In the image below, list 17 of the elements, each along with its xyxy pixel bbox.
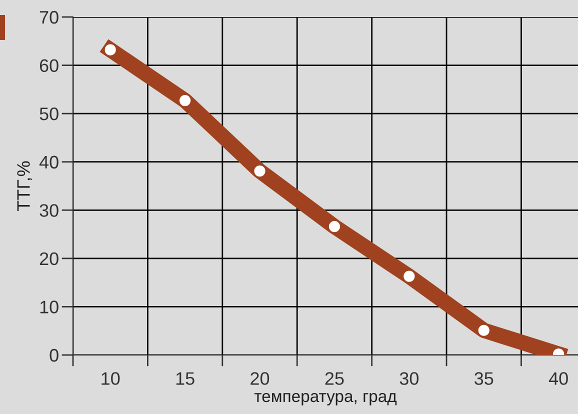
x-tick-label: 35: [474, 372, 494, 385]
y-tick-label: 30: [40, 204, 58, 217]
y-tick-label: 60: [40, 59, 58, 72]
x-tick-label: 40: [548, 372, 568, 385]
x-tick-label: 10: [102, 372, 120, 385]
y-tick-label: 70: [40, 10, 58, 24]
x-tick-label: 15: [176, 372, 194, 385]
y-tick-label: 40: [39, 156, 58, 169]
x-tick-label: 25: [325, 372, 344, 385]
y-tick-label: 20: [40, 252, 58, 266]
y-tick-label: 10: [40, 300, 58, 314]
x-tick-label: 20: [250, 372, 270, 385]
x-axis-title: температура, град: [254, 392, 397, 406]
y-tick-label: 50: [40, 108, 58, 120]
y-tick-label: 0: [50, 348, 58, 362]
x-tick-label: 30: [400, 372, 419, 385]
y-axis-title: ТТГ,%: [17, 161, 32, 211]
